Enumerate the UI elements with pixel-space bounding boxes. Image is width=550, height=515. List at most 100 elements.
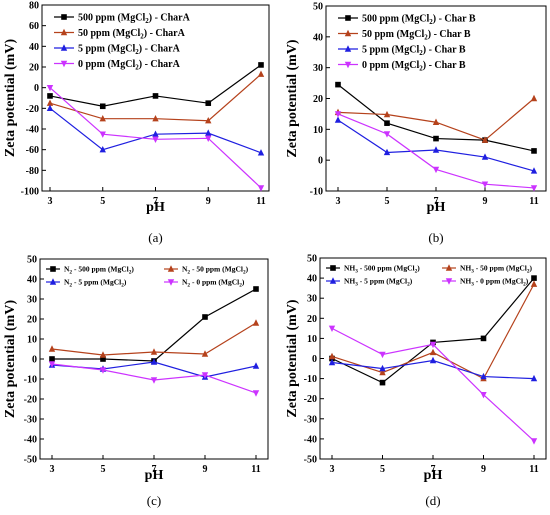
y-tick-label: -10 [304, 374, 317, 385]
data-point [383, 148, 391, 156]
series-line [49, 64, 262, 107]
data-point [252, 390, 260, 397]
data-point [99, 114, 106, 122]
x-tick-label: 3 [330, 464, 335, 475]
x-tick-label: 3 [336, 196, 341, 207]
data-point [480, 335, 487, 342]
panel-caption: (d) [425, 493, 440, 508]
y-axis-label: Zeta potential (mV) [3, 39, 18, 158]
x-axis-label: pH [145, 468, 164, 483]
data-point [530, 280, 538, 287]
y-tick-label: 20 [307, 314, 317, 325]
series-1 [334, 94, 538, 143]
data-point [383, 131, 391, 138]
legend-swatch-marker [60, 44, 68, 51]
x-tick-label: 3 [50, 464, 55, 475]
data-point [379, 379, 386, 386]
y-tick-label: -50 [304, 455, 317, 466]
y-tick-label: 0 [32, 355, 37, 366]
x-tick-label: 9 [206, 196, 211, 207]
data-point [150, 358, 158, 365]
x-tick-label: 7 [153, 196, 158, 207]
legend-swatch-marker [330, 265, 336, 271]
data-point [334, 116, 342, 123]
x-tick-label: 11 [529, 464, 538, 475]
data-point [433, 135, 439, 142]
data-point [99, 367, 107, 374]
x-tick-label: 7 [152, 464, 157, 475]
y-tick-label: 50 [307, 254, 317, 265]
legend-swatch-marker [50, 266, 56, 272]
series-3 [48, 361, 260, 397]
legend-label: N2 - 50 ppm (MgCl2) [182, 265, 249, 276]
data-point [205, 100, 212, 106]
data-point [379, 351, 386, 359]
legend-swatch-marker [60, 60, 68, 68]
series-1 [48, 319, 260, 358]
y-axis-label: Zeta potential (mV) [3, 300, 18, 419]
data-point [531, 275, 537, 281]
data-point [99, 351, 107, 358]
x-axis-label: pH [146, 200, 165, 215]
y-tick-label: -100 [21, 187, 39, 198]
legend-label: N2 - 5 ppm (MgCl2) [64, 278, 127, 289]
x-axis-label: pH [427, 200, 446, 215]
data-point [150, 377, 158, 384]
data-point [530, 94, 538, 102]
y-tick-label: -80 [26, 166, 39, 177]
chart-panel-c: -50 -40 -30 -20 -10 0 10 20 30 40 50 3 5 7 9 11 pH Zeta p… [3, 255, 269, 508]
y-tick-label: 20 [27, 315, 37, 326]
data-point [481, 136, 489, 143]
data-point [257, 70, 265, 77]
y-axis-label: Zeta potential (mV) [285, 299, 300, 418]
data-point [379, 368, 386, 376]
panel-caption: (a) [148, 230, 162, 245]
y-tick-label: 0 [34, 83, 39, 94]
data-point [429, 341, 437, 349]
legend-label: 5 ppm (MgCl2) - Char B [362, 45, 466, 58]
legend-swatch-marker [49, 278, 57, 285]
legend-label: N2 - 500 ppm (MgCl2) [64, 265, 134, 276]
legend-swatch-marker [445, 264, 453, 271]
legend-label: 0 ppm (MgCl2) - Char B [362, 60, 466, 73]
data-point [481, 181, 489, 188]
x-tick-label: 7 [434, 196, 439, 207]
series-2 [334, 116, 538, 174]
series-line [331, 277, 535, 384]
y-tick-label: -30 [304, 414, 317, 425]
data-point [383, 110, 391, 118]
data-point [252, 319, 260, 326]
series-2 [48, 358, 260, 380]
y-tick-label: 40 [313, 32, 323, 43]
data-point [429, 348, 437, 356]
x-tick-label: 11 [529, 196, 538, 207]
series-3 [46, 84, 265, 192]
legend-swatch-marker [329, 277, 337, 284]
legend-swatch-marker [445, 278, 453, 285]
data-point [48, 345, 56, 352]
data-point [531, 148, 537, 154]
y-tick-label: -40 [24, 435, 37, 446]
data-point [150, 348, 158, 355]
legend-swatch-marker [60, 28, 68, 36]
x-tick-label: 9 [483, 196, 488, 207]
legend-label: 5 ppm (MgCl2) - CharA [78, 44, 181, 57]
data-point [99, 103, 106, 110]
data-point [328, 358, 336, 366]
legend-swatch-marker [344, 45, 352, 52]
data-point [100, 356, 106, 362]
data-point [152, 136, 159, 144]
data-point [46, 99, 54, 106]
y-tick-label: 10 [307, 334, 317, 345]
x-tick-label: 3 [48, 196, 53, 207]
data-point [432, 118, 440, 125]
series-line [331, 283, 535, 380]
data-point [334, 111, 342, 118]
y-tick-label: 20 [313, 94, 323, 105]
legend-label: 500 ppm (MgCl2) - Char B [362, 14, 476, 27]
chart-panel-a: -100 -80 -60 -40 -20 0 20 40 60 80 3 5 7 9 11 pH Zeta po… [3, 1, 270, 245]
data-point [99, 131, 106, 138]
data-point [384, 120, 390, 126]
legend-label: 500 ppm (MgCl2) - CharA [78, 13, 191, 26]
y-tick-label: -40 [304, 434, 317, 445]
